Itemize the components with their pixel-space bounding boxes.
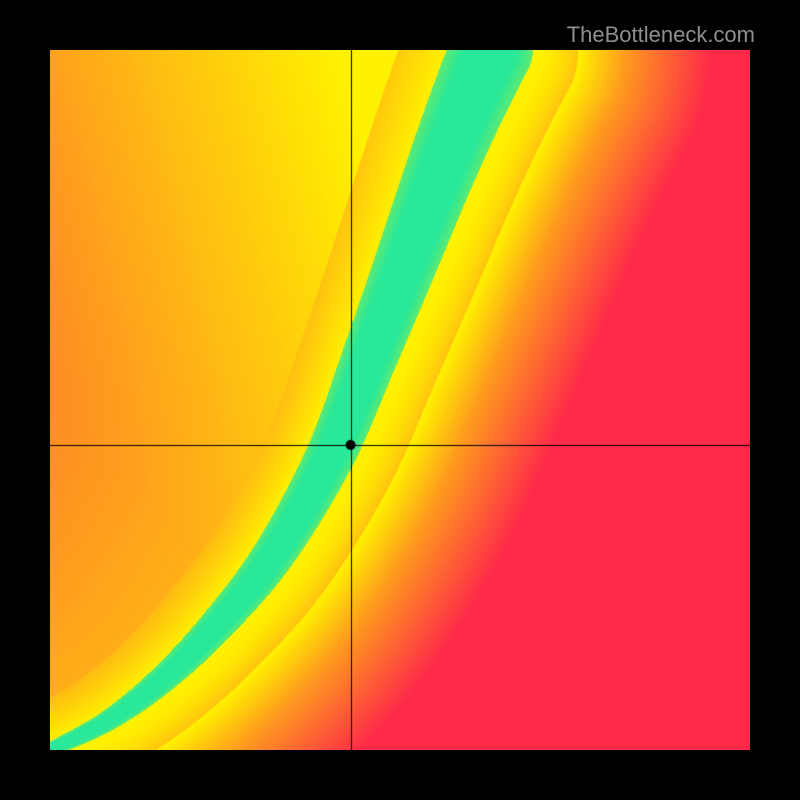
heatmap-plot	[50, 50, 750, 750]
heatmap-canvas	[50, 50, 750, 750]
watermark-text: TheBottleneck.com	[567, 22, 755, 48]
